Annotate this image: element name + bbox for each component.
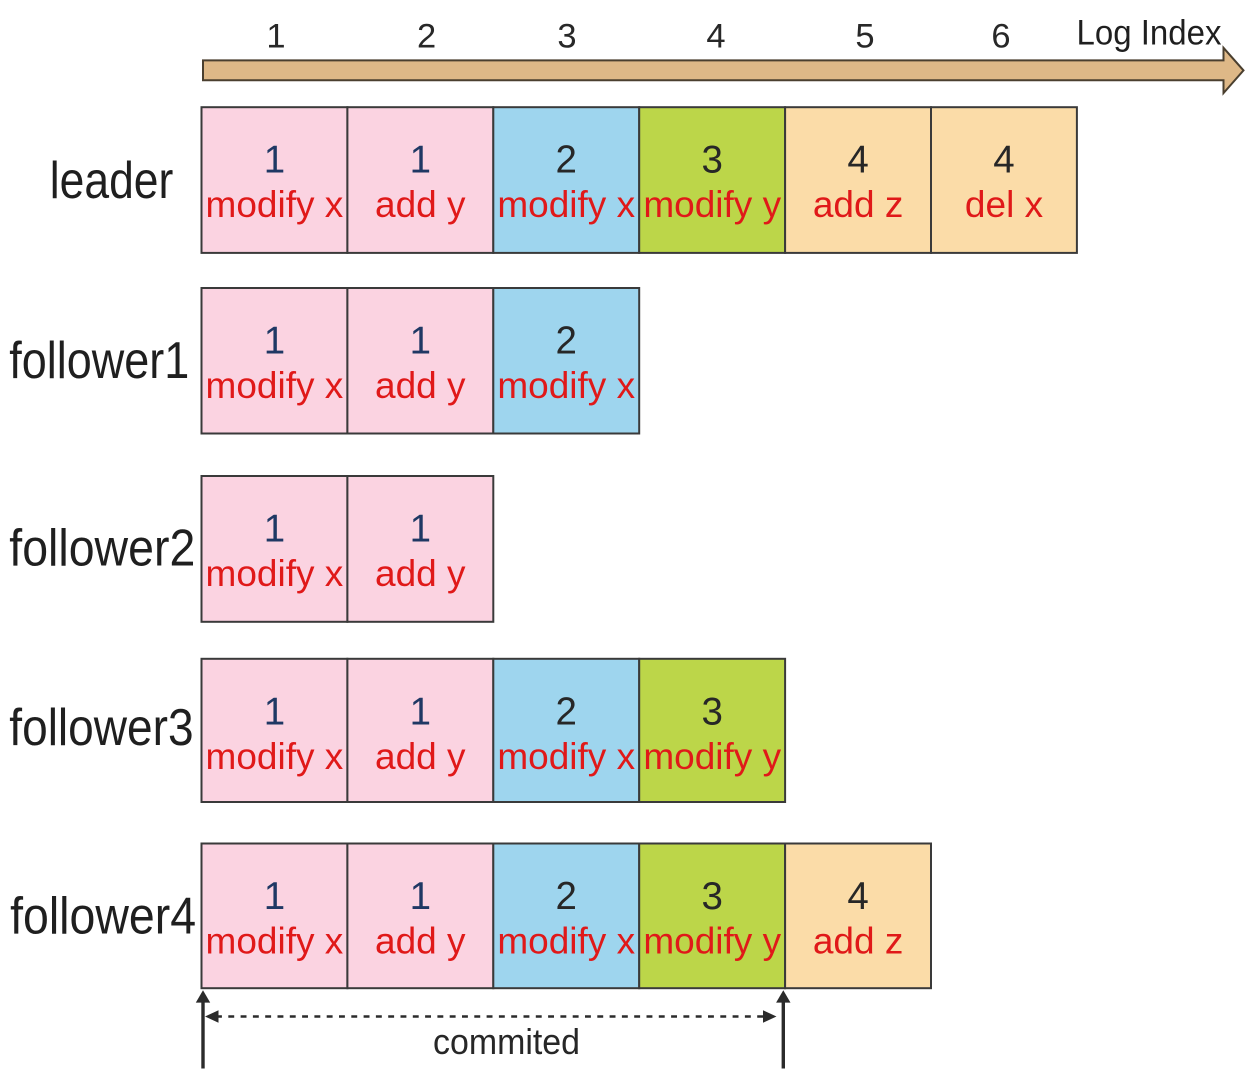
svg-text:4: 4: [993, 139, 1014, 182]
svg-text:1: 1: [264, 875, 285, 918]
svg-text:add y: add y: [375, 184, 466, 225]
svg-text:1: 1: [264, 139, 285, 182]
svg-text:modify y: modify y: [643, 921, 781, 962]
svg-text:2: 2: [555, 320, 576, 363]
svg-text:modify x: modify x: [497, 921, 635, 962]
svg-text:follower4: follower4: [10, 887, 196, 945]
svg-text:modify x: modify x: [206, 365, 344, 406]
svg-text:2: 2: [555, 139, 576, 182]
svg-text:add y: add y: [375, 736, 466, 777]
svg-text:3: 3: [701, 875, 722, 918]
svg-text:2: 2: [555, 690, 576, 733]
svg-text:2: 2: [417, 18, 436, 56]
svg-text:modify x: modify x: [206, 553, 344, 594]
svg-text:3: 3: [557, 18, 576, 56]
svg-text:4: 4: [847, 139, 868, 182]
svg-text:1: 1: [410, 320, 431, 363]
svg-text:follower2: follower2: [9, 520, 195, 578]
svg-text:1: 1: [410, 875, 431, 918]
svg-text:modify x: modify x: [206, 921, 344, 962]
svg-text:1: 1: [410, 139, 431, 182]
svg-text:follower3: follower3: [9, 699, 193, 757]
svg-text:1: 1: [266, 18, 285, 56]
svg-text:2: 2: [555, 875, 576, 918]
svg-text:follower1: follower1: [9, 332, 189, 390]
svg-text:6: 6: [991, 18, 1010, 56]
svg-text:del x: del x: [965, 184, 1044, 225]
svg-text:3: 3: [701, 690, 722, 733]
svg-text:modify x: modify x: [206, 736, 344, 777]
svg-text:add z: add z: [813, 921, 904, 962]
svg-text:modify x: modify x: [497, 365, 635, 406]
svg-text:modify x: modify x: [497, 736, 635, 777]
svg-text:leader: leader: [50, 152, 174, 210]
svg-text:4: 4: [706, 18, 725, 56]
svg-text:modify y: modify y: [643, 184, 781, 225]
svg-text:1: 1: [264, 508, 285, 551]
svg-text:modify y: modify y: [643, 736, 781, 777]
svg-text:1: 1: [264, 690, 285, 733]
svg-text:3: 3: [701, 139, 722, 182]
svg-text:add z: add z: [813, 184, 904, 225]
svg-text:1: 1: [264, 320, 285, 363]
svg-text:commited: commited: [433, 1021, 580, 1062]
svg-text:5: 5: [855, 18, 874, 56]
svg-text:add y: add y: [375, 921, 466, 962]
svg-text:1: 1: [410, 508, 431, 551]
svg-text:1: 1: [410, 690, 431, 733]
svg-text:4: 4: [847, 875, 868, 918]
svg-text:modify x: modify x: [206, 184, 344, 225]
svg-text:Log Index: Log Index: [1077, 13, 1222, 53]
svg-text:add y: add y: [375, 365, 466, 406]
svg-text:add y: add y: [375, 553, 466, 594]
svg-text:modify x: modify x: [497, 184, 635, 225]
